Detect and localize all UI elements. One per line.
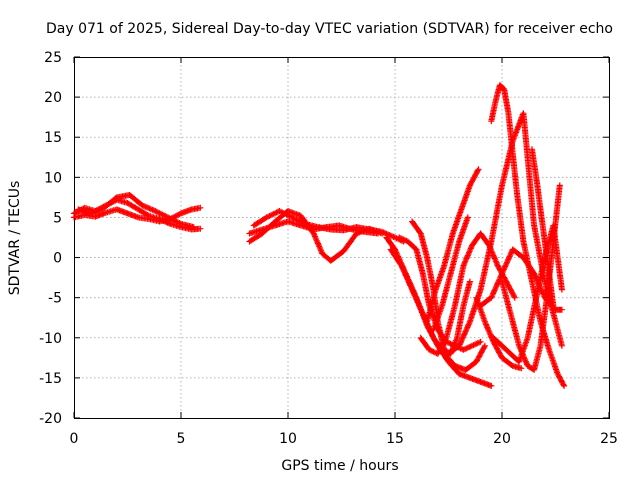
x-axis-title: GPS time / hours (281, 458, 398, 474)
series-track-t (529, 146, 557, 309)
data-layer (71, 82, 568, 389)
x-tick-label: 5 (177, 431, 186, 447)
y-tick-label: -5 (48, 291, 62, 307)
y-axis-title: SDTVAR / TECUs (7, 181, 23, 296)
y-tick-label: -10 (39, 331, 62, 347)
x-tick-label: 0 (70, 431, 79, 447)
data-points (75, 192, 197, 231)
axis-ticks: 0 5 10 15 20 25 -20 -15 -10 -5 0 5 10 15 20 25 (39, 50, 618, 447)
plot-frame (74, 57, 610, 419)
chart-title: Day 071 of 2025, Sidereal Day-to-day VTE… (46, 21, 613, 37)
series-track-o (488, 82, 568, 389)
y-tick-label: 15 (44, 130, 62, 146)
y-tick-label: -15 (39, 371, 62, 387)
y-tick-label: 10 (44, 170, 62, 186)
x-tick-label: 20 (493, 431, 511, 447)
x-tick-label: 15 (386, 431, 404, 447)
series-track-f (250, 208, 407, 245)
data-points (473, 294, 525, 372)
y-tick-label: 25 (44, 50, 62, 66)
data-points (250, 208, 407, 245)
data-points (529, 146, 557, 309)
y-tick-label: 5 (53, 210, 62, 226)
series-track-l (424, 166, 482, 325)
y-tick-label: 0 (53, 251, 62, 267)
grid-layer (74, 57, 609, 418)
y-tick-label: -20 (39, 411, 62, 427)
series-track-s (473, 294, 525, 372)
series-track-m (430, 214, 471, 333)
series-track-c (75, 192, 197, 231)
x-tick-label: 25 (600, 431, 618, 447)
data-points (430, 214, 471, 333)
data-points (488, 82, 568, 389)
y-tick-label: 20 (44, 90, 62, 106)
x-tick-label: 10 (279, 431, 297, 447)
data-points (424, 166, 482, 325)
